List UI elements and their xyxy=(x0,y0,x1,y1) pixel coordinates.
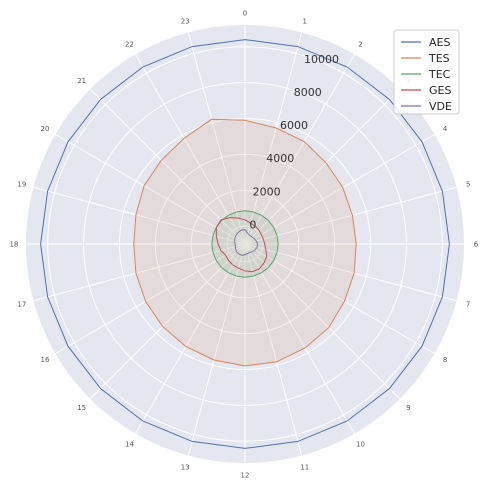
angle-tick-label: 8 xyxy=(443,356,447,364)
angle-tick-label: 21 xyxy=(77,77,86,85)
grid-spoke xyxy=(244,243,457,302)
angle-tick-label: 5 xyxy=(466,181,470,189)
legend-label: VDE xyxy=(429,100,452,113)
grid-spoke xyxy=(244,32,303,245)
grid-spoke xyxy=(135,243,246,434)
angle-tick-label: 18 xyxy=(10,241,19,249)
radial-tick-label: 0 xyxy=(249,218,256,231)
grid-spoke xyxy=(244,134,435,245)
grid-spoke xyxy=(244,243,355,434)
grid-spoke xyxy=(55,134,246,245)
grid-spoke xyxy=(244,243,303,456)
grid-spoke xyxy=(89,88,246,245)
grid-spoke xyxy=(33,243,246,302)
angle-tick-label: 11 xyxy=(300,464,309,472)
grid-spoke xyxy=(33,186,246,245)
radial-tick-label: 8000 xyxy=(294,86,322,99)
angle-tick-label: 12 xyxy=(241,472,250,480)
angle-tick-label: 2 xyxy=(358,40,362,48)
series-ges xyxy=(215,217,268,273)
series-tes xyxy=(133,118,357,367)
grid-spoke xyxy=(187,243,246,456)
radial-tick-label: 4000 xyxy=(266,152,294,165)
angle-tick-label: 17 xyxy=(17,300,26,308)
radial-tick-label: 6000 xyxy=(280,119,308,132)
angle-tick-label: 20 xyxy=(40,125,49,133)
legend-label: TEC xyxy=(428,68,451,81)
grid-spoke xyxy=(244,243,401,400)
angle-labels: 01234567891011121314151617181920212223 xyxy=(10,10,479,480)
grid-spoke xyxy=(244,243,435,354)
angle-tick-label: 1 xyxy=(303,17,307,25)
grid-spoke xyxy=(244,88,401,245)
angle-tick-label: 15 xyxy=(77,404,86,412)
angle-tick-label: 23 xyxy=(181,17,190,25)
legend-label: AES xyxy=(429,36,450,49)
series-tec xyxy=(211,210,279,278)
grid xyxy=(26,25,464,463)
angle-tick-label: 10 xyxy=(356,441,365,449)
radial-tick-label: 2000 xyxy=(253,185,281,198)
angle-tick-label: 0 xyxy=(243,10,247,18)
series-aes xyxy=(40,39,450,449)
grid-spoke xyxy=(244,54,355,245)
grid-spoke xyxy=(135,54,246,245)
angle-tick-label: 22 xyxy=(125,40,134,48)
series-layer xyxy=(40,39,450,449)
angle-tick-label: 4 xyxy=(443,125,448,133)
radial-tick-labels: 0 2000 4000 6000 8000 10000 xyxy=(249,53,339,232)
angle-tick-label: 19 xyxy=(17,181,26,189)
grid-spoke xyxy=(55,243,246,354)
angle-tick-label: 6 xyxy=(474,241,479,249)
legend-label: GES xyxy=(429,84,451,97)
angle-tick-label: 9 xyxy=(406,404,410,412)
angle-tick-label: 16 xyxy=(40,356,49,364)
grid-spoke xyxy=(187,32,246,245)
legend-box xyxy=(393,29,460,115)
legend-label: TES xyxy=(428,52,450,65)
angle-tick-label: 13 xyxy=(181,464,190,472)
series-vde xyxy=(234,229,259,256)
legend: AES TES TEC GES VDE xyxy=(393,29,460,115)
radial-tick-label: 10000 xyxy=(304,53,339,66)
grid-spoke xyxy=(244,186,457,245)
angle-tick-label: 14 xyxy=(125,441,134,449)
grid-spoke xyxy=(89,243,246,400)
angle-tick-label: 7 xyxy=(466,300,470,308)
